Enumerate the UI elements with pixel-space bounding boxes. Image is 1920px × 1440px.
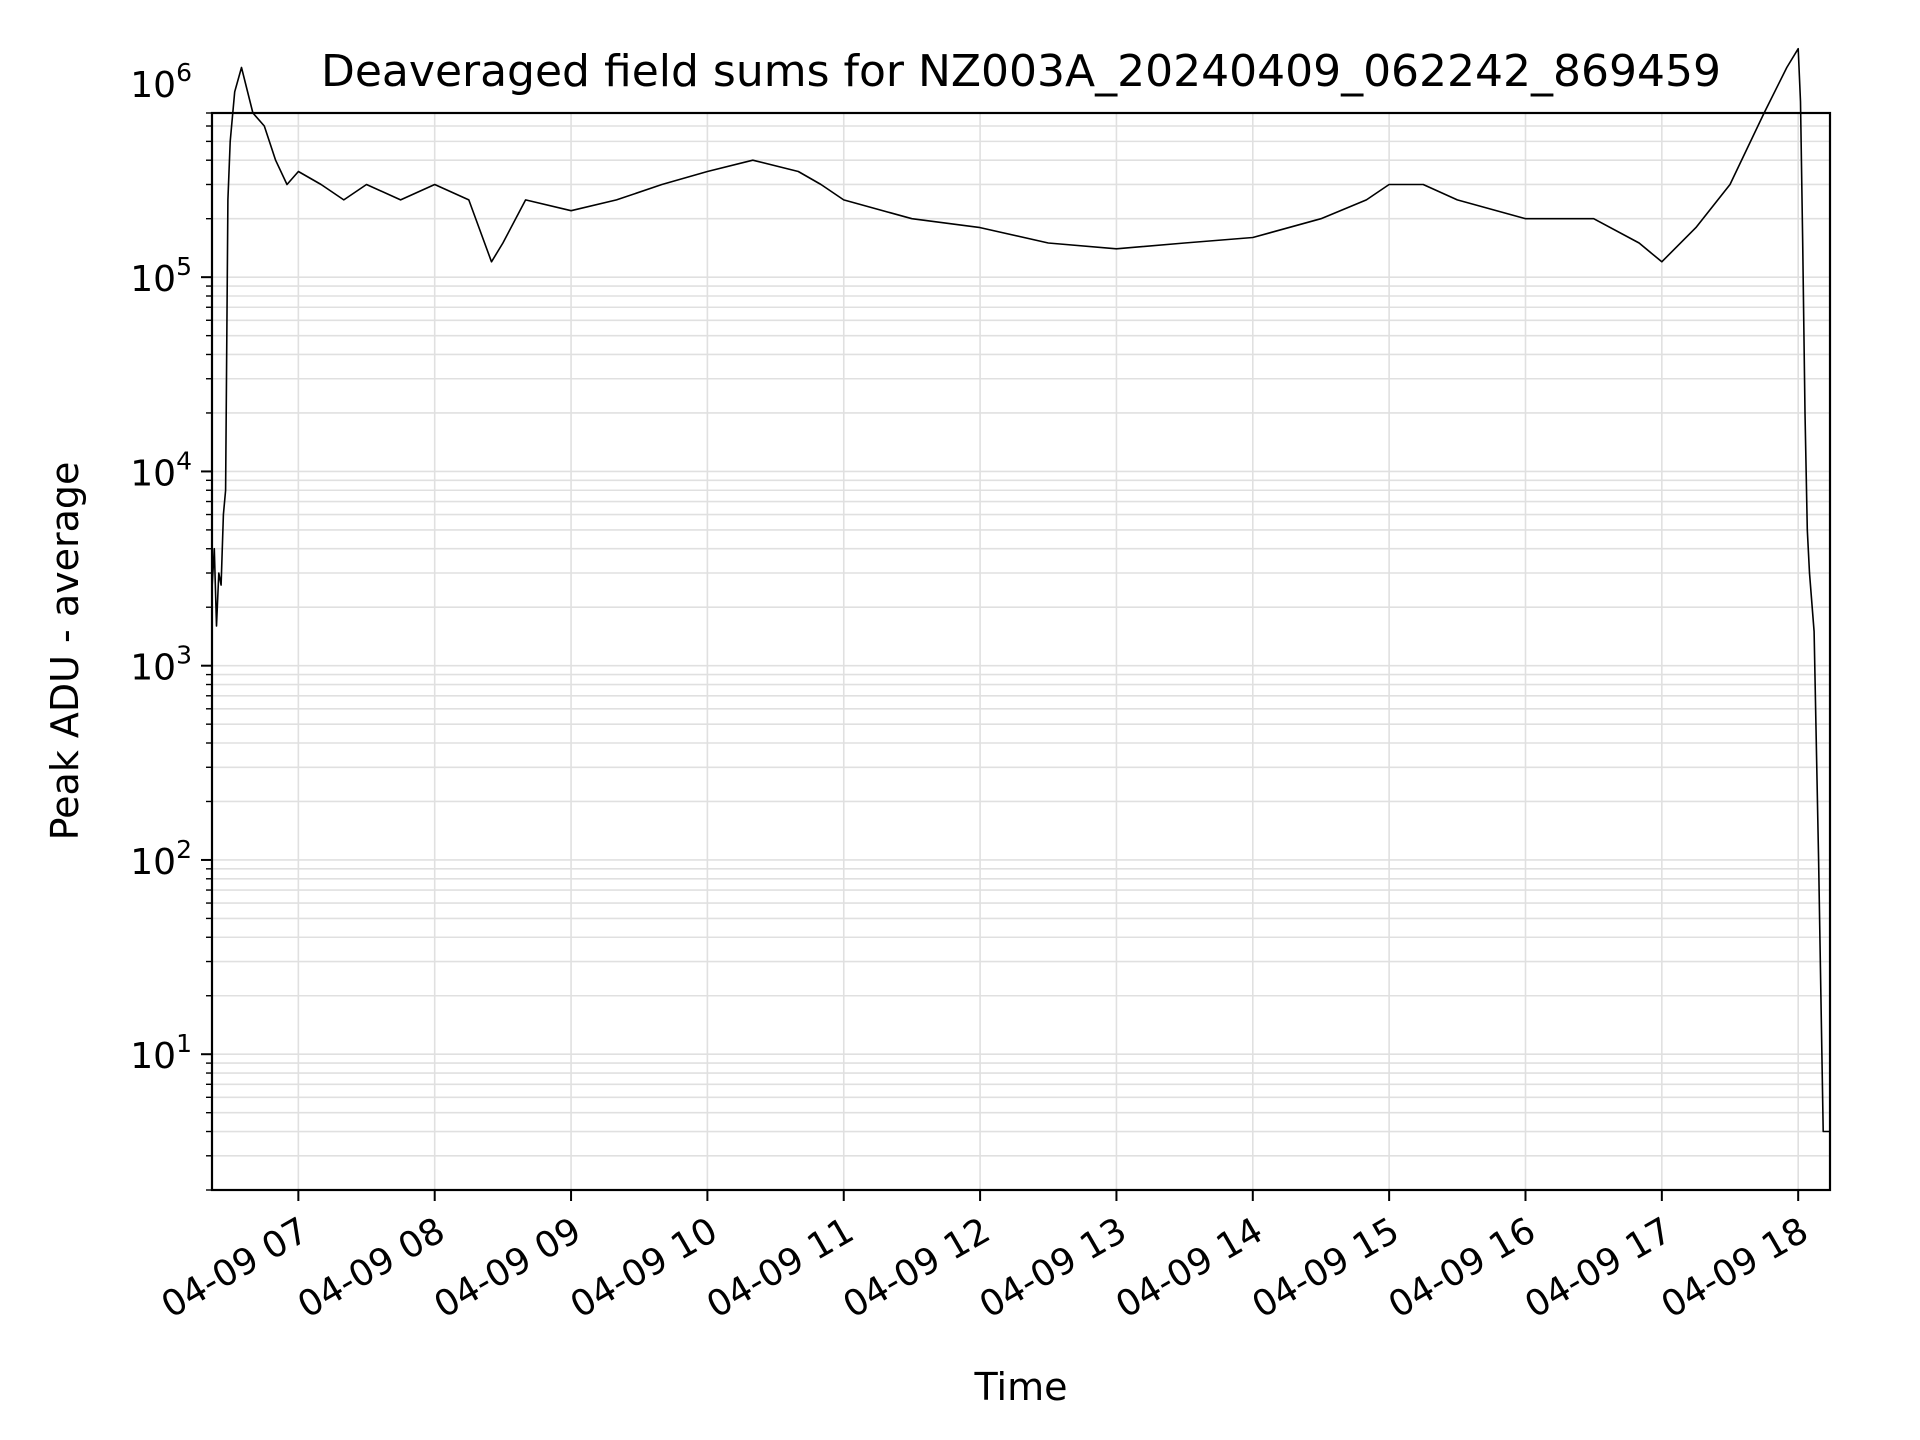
y-tick-label: 103	[130, 641, 192, 689]
series-group	[211, 47, 1830, 1133]
y-axis-label: Peak ADU - average	[43, 462, 87, 841]
y-tick-label: 105	[130, 252, 192, 300]
y-tick-label: 102	[130, 835, 192, 883]
y-tick-label: 101	[130, 1029, 192, 1077]
ticks	[201, 112, 1800, 1201]
plot-frame	[210, 111, 1832, 1192]
y-tick-label: 106	[130, 58, 192, 106]
x-axis-label: Time	[974, 1365, 1068, 1409]
series-line	[211, 47, 1830, 1133]
chart-title: Deaveraged field sums for NZ003A_2024040…	[321, 46, 1721, 97]
y-tick-label: 104	[130, 446, 192, 494]
grid	[212, 112, 1830, 1191]
